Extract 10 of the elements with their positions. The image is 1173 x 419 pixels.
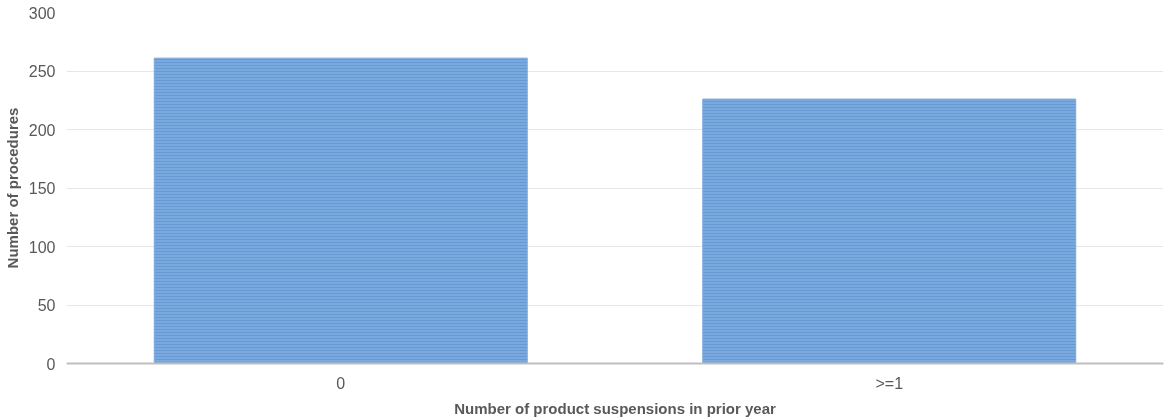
y-tick-label: 100	[28, 238, 56, 256]
y-tick-label: 200	[28, 121, 56, 139]
x-tick-label: >=1	[875, 374, 904, 392]
y-tick-label: 50	[37, 297, 56, 314]
y-tick-label: 250	[28, 63, 56, 80]
y-axis-title: Number of procedures	[3, 107, 21, 269]
x-axis-title: Number of product suspensions in prior year	[454, 399, 777, 417]
y-tick-label: 150	[28, 180, 56, 197]
y-tick-label: 0	[46, 355, 56, 373]
y-tick-label: 300	[28, 4, 56, 22]
